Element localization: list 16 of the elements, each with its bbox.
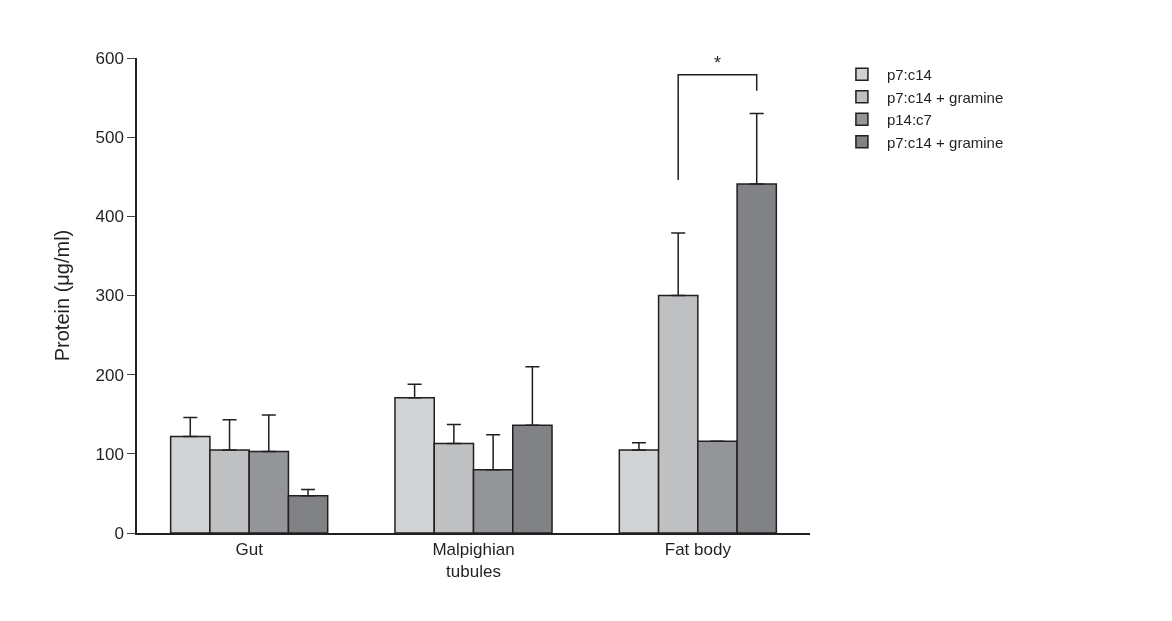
x-tick-label: Fat body xyxy=(664,540,732,560)
legend-label: p14:c7 xyxy=(886,111,932,129)
x-tick-label: Gut xyxy=(235,540,264,560)
legend-label: p7:c14 xyxy=(886,66,932,84)
y-tick-label: 500 xyxy=(95,128,124,148)
legend-label: p7:c14 + gramine xyxy=(886,133,1004,151)
legend-label: p7:c14 + gramine xyxy=(886,88,1004,106)
y-tick-label: 100 xyxy=(95,444,124,464)
y-tick-label: 400 xyxy=(95,207,124,227)
y-tick-label: 600 xyxy=(95,48,124,68)
y-tick-label: 300 xyxy=(95,286,124,306)
y-axis-title: Protein (μg/ml) xyxy=(51,229,74,362)
annotation: * xyxy=(714,53,722,73)
y-tick-label: 200 xyxy=(95,365,124,385)
y-tick-label: 0 xyxy=(114,523,124,543)
x-tick-label: Malpighian tubules xyxy=(432,540,515,582)
